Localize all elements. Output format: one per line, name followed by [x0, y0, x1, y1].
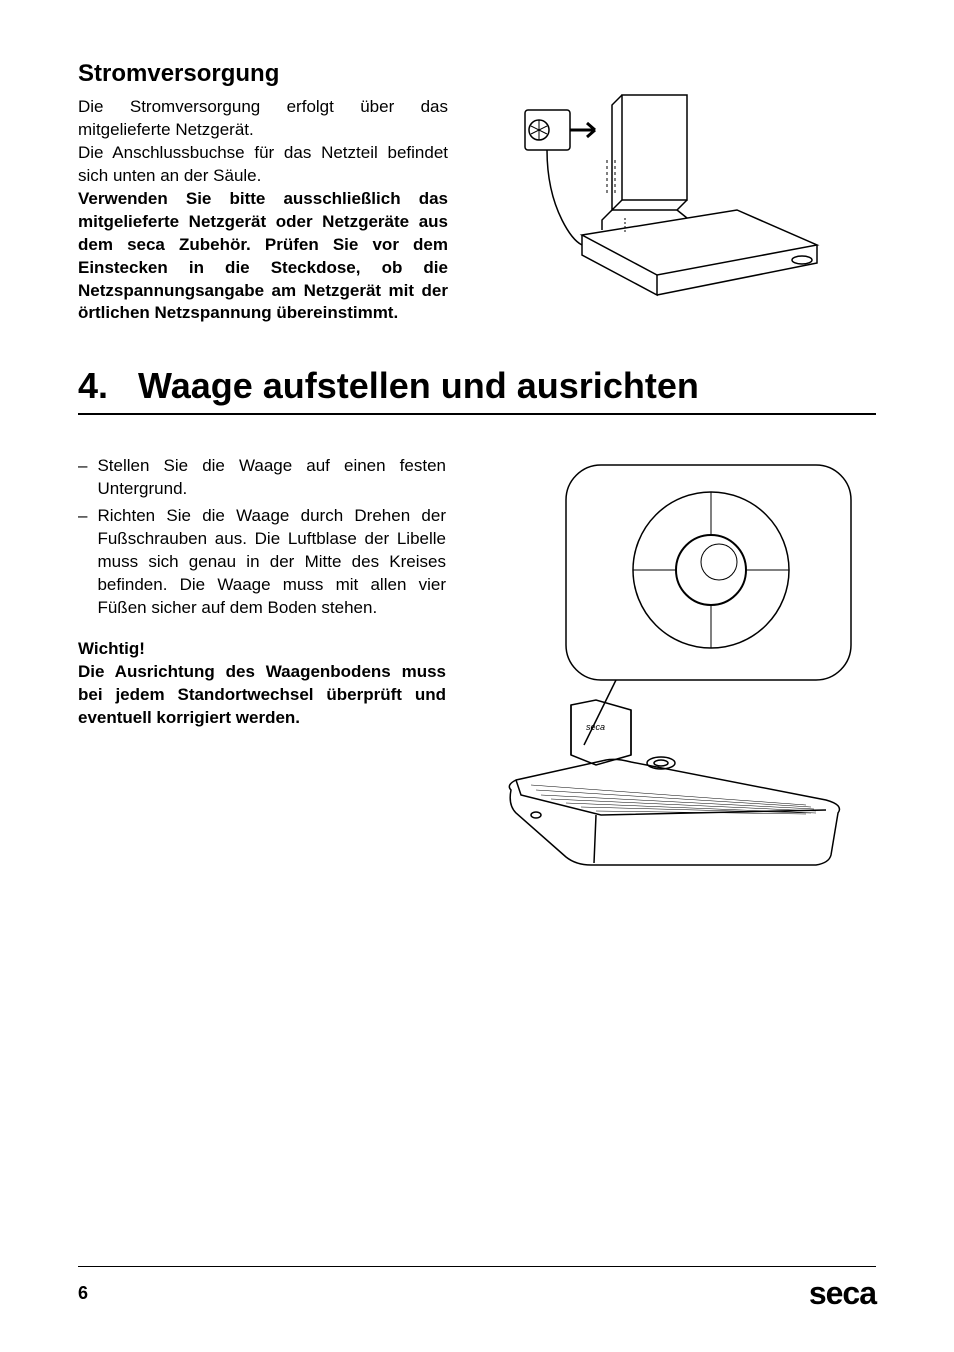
bubble-level-illustration: seca: [476, 455, 876, 875]
bullet-dash: –: [78, 505, 87, 620]
important-label: Wichtig!: [78, 638, 446, 661]
power-supply-heading: Stromversorgung: [78, 60, 448, 88]
power-supply-illustration-container: [478, 60, 876, 325]
power-connector-illustration: [507, 80, 847, 310]
bullet-dash: –: [78, 455, 87, 501]
important-notice: Wichtig! Die Ausrichtung des Waagenboden…: [78, 638, 446, 730]
power-supply-text-column: Stromversorgung Die Stromversorgung erfo…: [78, 60, 448, 325]
scale-brand-text: seca: [586, 722, 605, 732]
power-supply-para1: Die Stromversorgung erfolgt über das mit…: [78, 96, 448, 142]
setup-step-1: – Stellen Sie die Waage auf einen festen…: [78, 455, 446, 501]
important-text: Die Ausrichtung des Waagenbodens muss be…: [78, 661, 446, 730]
chapter-heading: 4. Waage aufstellen und ausrichten: [78, 365, 876, 415]
chapter-title: Waage aufstellen und ausrichten: [138, 365, 699, 406]
page-number: 6: [78, 1283, 88, 1304]
power-supply-section: Stromversorgung Die Stromversorgung erfo…: [78, 60, 876, 325]
page-footer: 6 seca: [78, 1266, 876, 1312]
power-supply-warning: Verwenden Sie bitte ausschließlich das m…: [78, 188, 448, 326]
setup-illustration-container: seca: [476, 455, 876, 875]
power-supply-para2: Die Anschlussbuchse für das Netzteil bef…: [78, 142, 448, 188]
seca-logo: seca: [809, 1275, 876, 1312]
setup-step-2-text: Richten Sie die Waage durch Drehen der F…: [97, 505, 446, 620]
setup-step-1-text: Stellen Sie die Waage auf einen festen U…: [97, 455, 446, 501]
setup-section: – Stellen Sie die Waage auf einen festen…: [78, 455, 876, 875]
chapter-number: 4.: [78, 365, 108, 406]
setup-step-2: – Richten Sie die Waage durch Drehen der…: [78, 505, 446, 620]
setup-text-column: – Stellen Sie die Waage auf einen festen…: [78, 455, 446, 875]
